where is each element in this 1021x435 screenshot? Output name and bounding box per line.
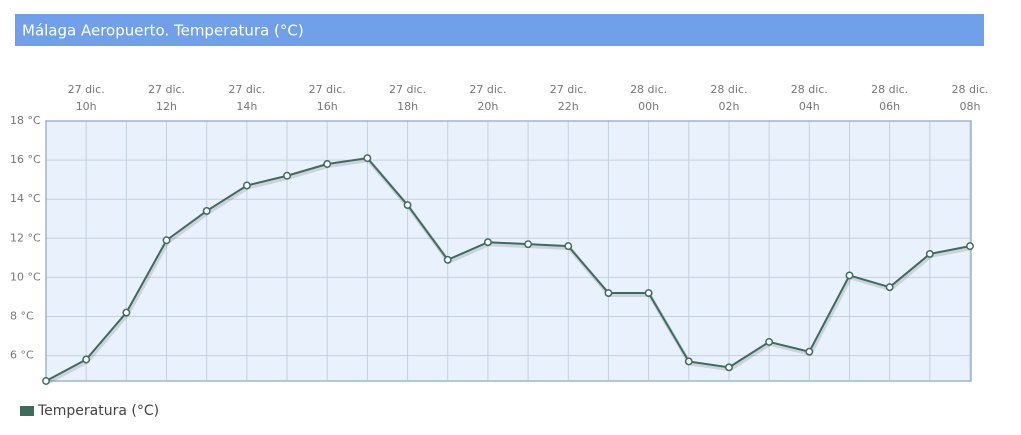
point (242, 181, 251, 190)
point (202, 206, 211, 215)
point (162, 236, 171, 245)
x-tick-label: 02h (718, 100, 739, 113)
point (966, 242, 974, 251)
x-tick-label: 14h (236, 100, 257, 113)
y-tick-label: 10 °C (10, 270, 41, 283)
x-tick-label: 27 dic. (469, 83, 506, 96)
x-tick-label: 10h (76, 100, 97, 113)
x-tick-label: 06h (879, 100, 900, 113)
x-tick-label: 00h (638, 100, 659, 113)
x-tick-label: 18h (397, 100, 418, 113)
x-tick-label: 28 dic. (710, 83, 747, 96)
point (604, 289, 613, 297)
x-tick-label: 27 dic. (389, 83, 426, 96)
x-tick-label: 27 dic. (148, 83, 185, 96)
point (885, 283, 894, 292)
x-tick-label: 27 dic. (550, 83, 587, 96)
x-tick-label: 12h (156, 100, 177, 113)
point (122, 308, 131, 317)
point (42, 377, 50, 385)
point (925, 249, 934, 258)
y-tick-label: 6 °C (10, 349, 34, 362)
series-line (45, 157, 971, 382)
x-tick-label: 28 dic. (871, 83, 908, 96)
point (403, 201, 412, 210)
x-tick-label: 08h (960, 100, 981, 113)
title-bar (15, 14, 984, 46)
point (564, 242, 573, 251)
point (684, 357, 693, 366)
y-tick-label: 14 °C (10, 192, 41, 205)
point (805, 347, 814, 356)
x-tick-label: 27 dic. (309, 83, 346, 96)
point (725, 363, 733, 372)
point (82, 355, 91, 364)
x-tick-label: 04h (799, 100, 820, 113)
y-tick-label: 8 °C (10, 309, 34, 322)
point (323, 160, 332, 168)
point (765, 337, 774, 346)
legend-label: Temperatura (°C) (37, 403, 159, 419)
x-tick-label: 22h (558, 100, 579, 113)
line-shadow (46, 158, 972, 385)
point (644, 289, 653, 297)
y-tick-label: 12 °C (10, 231, 41, 244)
x-tick-label: 28 dic. (951, 83, 988, 96)
point (524, 240, 533, 249)
x-tick-label: 28 dic. (630, 83, 667, 96)
point (483, 238, 492, 247)
x-tick-label: 16h (317, 100, 338, 113)
legend-swatch (20, 406, 34, 416)
chart-title: Málaga Aeropuerto. Temperatura (°C) (22, 22, 304, 40)
point (443, 255, 452, 264)
x-tick-label: 20h (477, 100, 498, 113)
point (845, 271, 854, 280)
x-tick-label: 27 dic. (68, 83, 105, 96)
plot-border (45, 120, 972, 382)
y-tick-label: 16 °C (10, 153, 41, 166)
x-tick-label: 27 dic. (228, 83, 265, 96)
y-tick-label: 18 °C (10, 114, 41, 127)
point (363, 154, 372, 163)
x-tick-label: 28 dic. (791, 83, 828, 96)
point (283, 171, 291, 180)
